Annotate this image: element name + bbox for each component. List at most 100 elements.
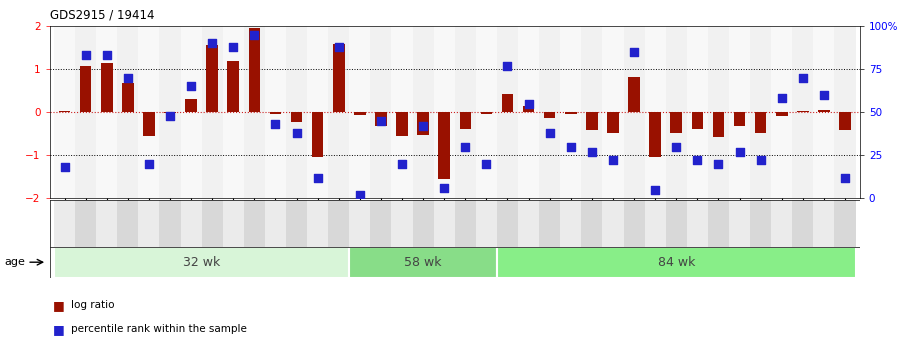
- Bar: [771, 200, 792, 247]
- Bar: [307, 200, 329, 247]
- Point: [605, 158, 620, 163]
- Bar: [265, 200, 286, 247]
- Point: [816, 92, 831, 98]
- Point: [416, 123, 431, 129]
- Bar: [186, 99, 197, 112]
- Bar: [270, 112, 281, 114]
- Bar: [771, 26, 792, 198]
- Bar: [396, 112, 408, 136]
- Bar: [501, 94, 513, 112]
- Bar: [159, 200, 181, 247]
- Bar: [370, 26, 392, 198]
- Bar: [712, 112, 724, 137]
- Bar: [539, 26, 560, 198]
- Bar: [349, 247, 497, 278]
- Bar: [413, 26, 433, 198]
- Bar: [560, 200, 581, 247]
- Bar: [392, 26, 413, 198]
- Point: [458, 144, 472, 149]
- Bar: [243, 26, 265, 198]
- Point: [753, 158, 767, 163]
- Bar: [227, 61, 239, 112]
- Point: [331, 44, 346, 49]
- Bar: [181, 200, 202, 247]
- Bar: [687, 26, 708, 198]
- Point: [57, 165, 71, 170]
- Bar: [644, 26, 666, 198]
- Point: [795, 75, 810, 80]
- Bar: [122, 83, 134, 112]
- Bar: [476, 26, 497, 198]
- Bar: [565, 112, 576, 114]
- Point: [247, 32, 262, 37]
- Bar: [497, 247, 855, 278]
- Bar: [834, 26, 855, 198]
- Bar: [265, 26, 286, 198]
- Point: [163, 113, 177, 118]
- Bar: [581, 26, 603, 198]
- Bar: [433, 200, 454, 247]
- Bar: [628, 77, 640, 112]
- Point: [184, 83, 198, 89]
- Text: age: age: [5, 257, 25, 267]
- Point: [711, 161, 726, 167]
- Point: [838, 175, 853, 180]
- Point: [627, 49, 642, 55]
- Bar: [202, 26, 223, 198]
- Bar: [603, 200, 624, 247]
- Bar: [624, 200, 644, 247]
- Point: [353, 192, 367, 198]
- Bar: [776, 112, 787, 116]
- Bar: [101, 62, 112, 112]
- Point: [775, 96, 789, 101]
- Bar: [118, 26, 138, 198]
- Point: [542, 130, 557, 136]
- Bar: [413, 200, 433, 247]
- Point: [732, 149, 747, 155]
- Bar: [307, 26, 329, 198]
- Bar: [750, 200, 771, 247]
- Bar: [75, 26, 96, 198]
- Bar: [80, 66, 91, 112]
- Bar: [481, 112, 492, 114]
- Bar: [603, 26, 624, 198]
- Bar: [666, 200, 687, 247]
- Point: [564, 144, 578, 149]
- Bar: [818, 110, 830, 112]
- Bar: [729, 26, 750, 198]
- Bar: [370, 200, 392, 247]
- Bar: [417, 112, 429, 135]
- Bar: [223, 26, 243, 198]
- Bar: [691, 112, 703, 128]
- Bar: [438, 112, 450, 179]
- Bar: [286, 26, 307, 198]
- Bar: [586, 112, 597, 130]
- Bar: [650, 112, 661, 157]
- Bar: [708, 200, 729, 247]
- Bar: [143, 112, 155, 136]
- Bar: [523, 106, 534, 112]
- Bar: [286, 200, 307, 247]
- Bar: [624, 26, 644, 198]
- Bar: [544, 112, 556, 118]
- Bar: [349, 200, 370, 247]
- Bar: [497, 200, 518, 247]
- Bar: [460, 112, 472, 128]
- Point: [310, 175, 325, 180]
- Bar: [392, 200, 413, 247]
- Point: [691, 158, 705, 163]
- Point: [268, 121, 282, 127]
- Bar: [518, 26, 539, 198]
- Bar: [607, 112, 619, 133]
- Bar: [814, 26, 834, 198]
- Bar: [249, 28, 260, 112]
- Bar: [518, 200, 539, 247]
- Bar: [291, 112, 302, 122]
- Text: percentile rank within the sample: percentile rank within the sample: [71, 325, 246, 334]
- Bar: [834, 200, 855, 247]
- Bar: [729, 200, 750, 247]
- Bar: [223, 200, 243, 247]
- Bar: [54, 200, 75, 247]
- Bar: [118, 200, 138, 247]
- Bar: [792, 26, 814, 198]
